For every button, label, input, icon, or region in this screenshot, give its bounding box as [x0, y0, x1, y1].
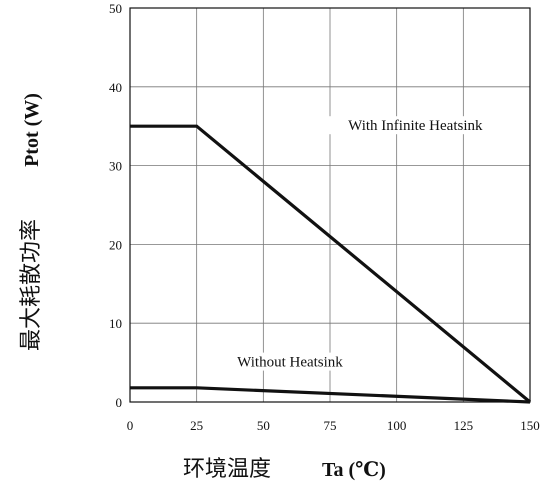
- series-line-without-heatsink: [130, 386, 531, 404]
- x-tick-label-150: 150: [520, 418, 540, 433]
- series-label-without-heatsink: Without Heatsink: [237, 355, 343, 371]
- x-axis-title: Ta (℃): [322, 459, 386, 481]
- annotation-backdrop: [215, 352, 365, 371]
- y-tick-label-20: 20: [109, 237, 122, 252]
- tick-labels: 0 10 20 30 40 50 0 25 50 75 100 125 150: [109, 1, 540, 433]
- series-annotations: With Infinite Heatsink Without Heatsink: [215, 116, 509, 371]
- x-axis-title-chinese: 环境温度: [183, 457, 271, 482]
- x-tick-label-25: 25: [190, 418, 203, 433]
- y-axis-title: Ptot (W): [21, 93, 43, 167]
- y-tick-label-10: 10: [109, 316, 122, 331]
- y-tick-label-40: 40: [109, 80, 122, 95]
- plot-frame: [129, 7, 531, 403]
- x-tick-label-100: 100: [387, 418, 407, 433]
- y-tick-label-50: 50: [109, 1, 122, 16]
- x-tick-label-75: 75: [324, 418, 337, 433]
- y-axis-title-chinese: 最大耗散功率: [19, 219, 44, 351]
- grid-lines: [130, 8, 530, 402]
- x-tick-label-0: 0: [127, 418, 134, 433]
- y-tick-label-30: 30: [109, 159, 122, 174]
- series-line-with-infinite-heatsink: [130, 124, 532, 404]
- x-tick-label-125: 125: [454, 418, 474, 433]
- y-tick-label-0: 0: [116, 395, 123, 410]
- series-label-with-infinite-heatsink: With Infinite Heatsink: [348, 118, 483, 134]
- x-tick-label-50: 50: [257, 418, 270, 433]
- series-lines: [130, 124, 532, 404]
- annotation-backdrop: [322, 116, 509, 135]
